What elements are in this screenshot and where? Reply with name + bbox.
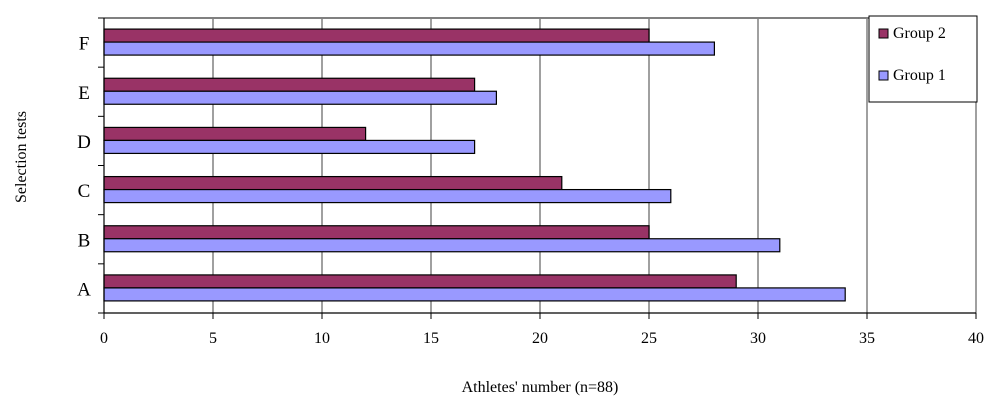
x-tick-label-25: 25 [641, 330, 657, 347]
bar-D-group-1 [103, 139, 476, 155]
x-tick-label-0: 0 [100, 330, 108, 347]
x-axis-title: Athletes' number (n=88) [462, 379, 619, 396]
y-tick-label-F: F [79, 34, 90, 55]
y-tick-label-E: E [78, 83, 90, 104]
bar-F-group-2 [103, 28, 650, 43]
y-axis-title: Selection tests [13, 111, 30, 203]
y-tick-label-D: D [77, 132, 91, 153]
x-tick-label-30: 30 [750, 330, 766, 347]
bar-E-group-2 [103, 77, 476, 92]
legend-label-group-2: Group 2 [893, 25, 946, 42]
axis-layer: A B C D E F 0 5 10 15 20 25 30 35 40 [77, 17, 984, 347]
legend-label-group-1: Group 1 [893, 67, 946, 84]
x-tick-label-20: 20 [532, 330, 548, 347]
bar-E-group-1 [103, 90, 497, 105]
bar-A-group-2 [103, 274, 737, 289]
x-tick-label-5: 5 [209, 330, 217, 347]
bar-B-group-2 [103, 225, 650, 240]
grid-layer [103, 17, 977, 314]
x-tick-label-15: 15 [423, 330, 439, 347]
bar-D-group-2 [103, 126, 367, 142]
x-tick-label-10: 10 [314, 330, 330, 347]
y-tick-label-B: B [78, 230, 91, 251]
x-tick-label-40: 40 [968, 330, 984, 347]
bar-layer [103, 28, 846, 302]
bar-C-group-1 [103, 188, 672, 204]
bar-A-group-1 [103, 287, 846, 302]
bar-B-group-1 [103, 238, 781, 253]
x-tick-label-35: 35 [859, 330, 875, 347]
legend-swatch-group-2 [878, 28, 889, 39]
bar-C-group-2 [103, 175, 563, 191]
bar-F-group-1 [103, 41, 716, 56]
legend: Group 2 Group 1 [868, 15, 978, 103]
y-tick-label-A: A [77, 279, 91, 300]
legend-swatch-group-1 [878, 70, 889, 81]
y-tick-label-C: C [78, 181, 91, 202]
